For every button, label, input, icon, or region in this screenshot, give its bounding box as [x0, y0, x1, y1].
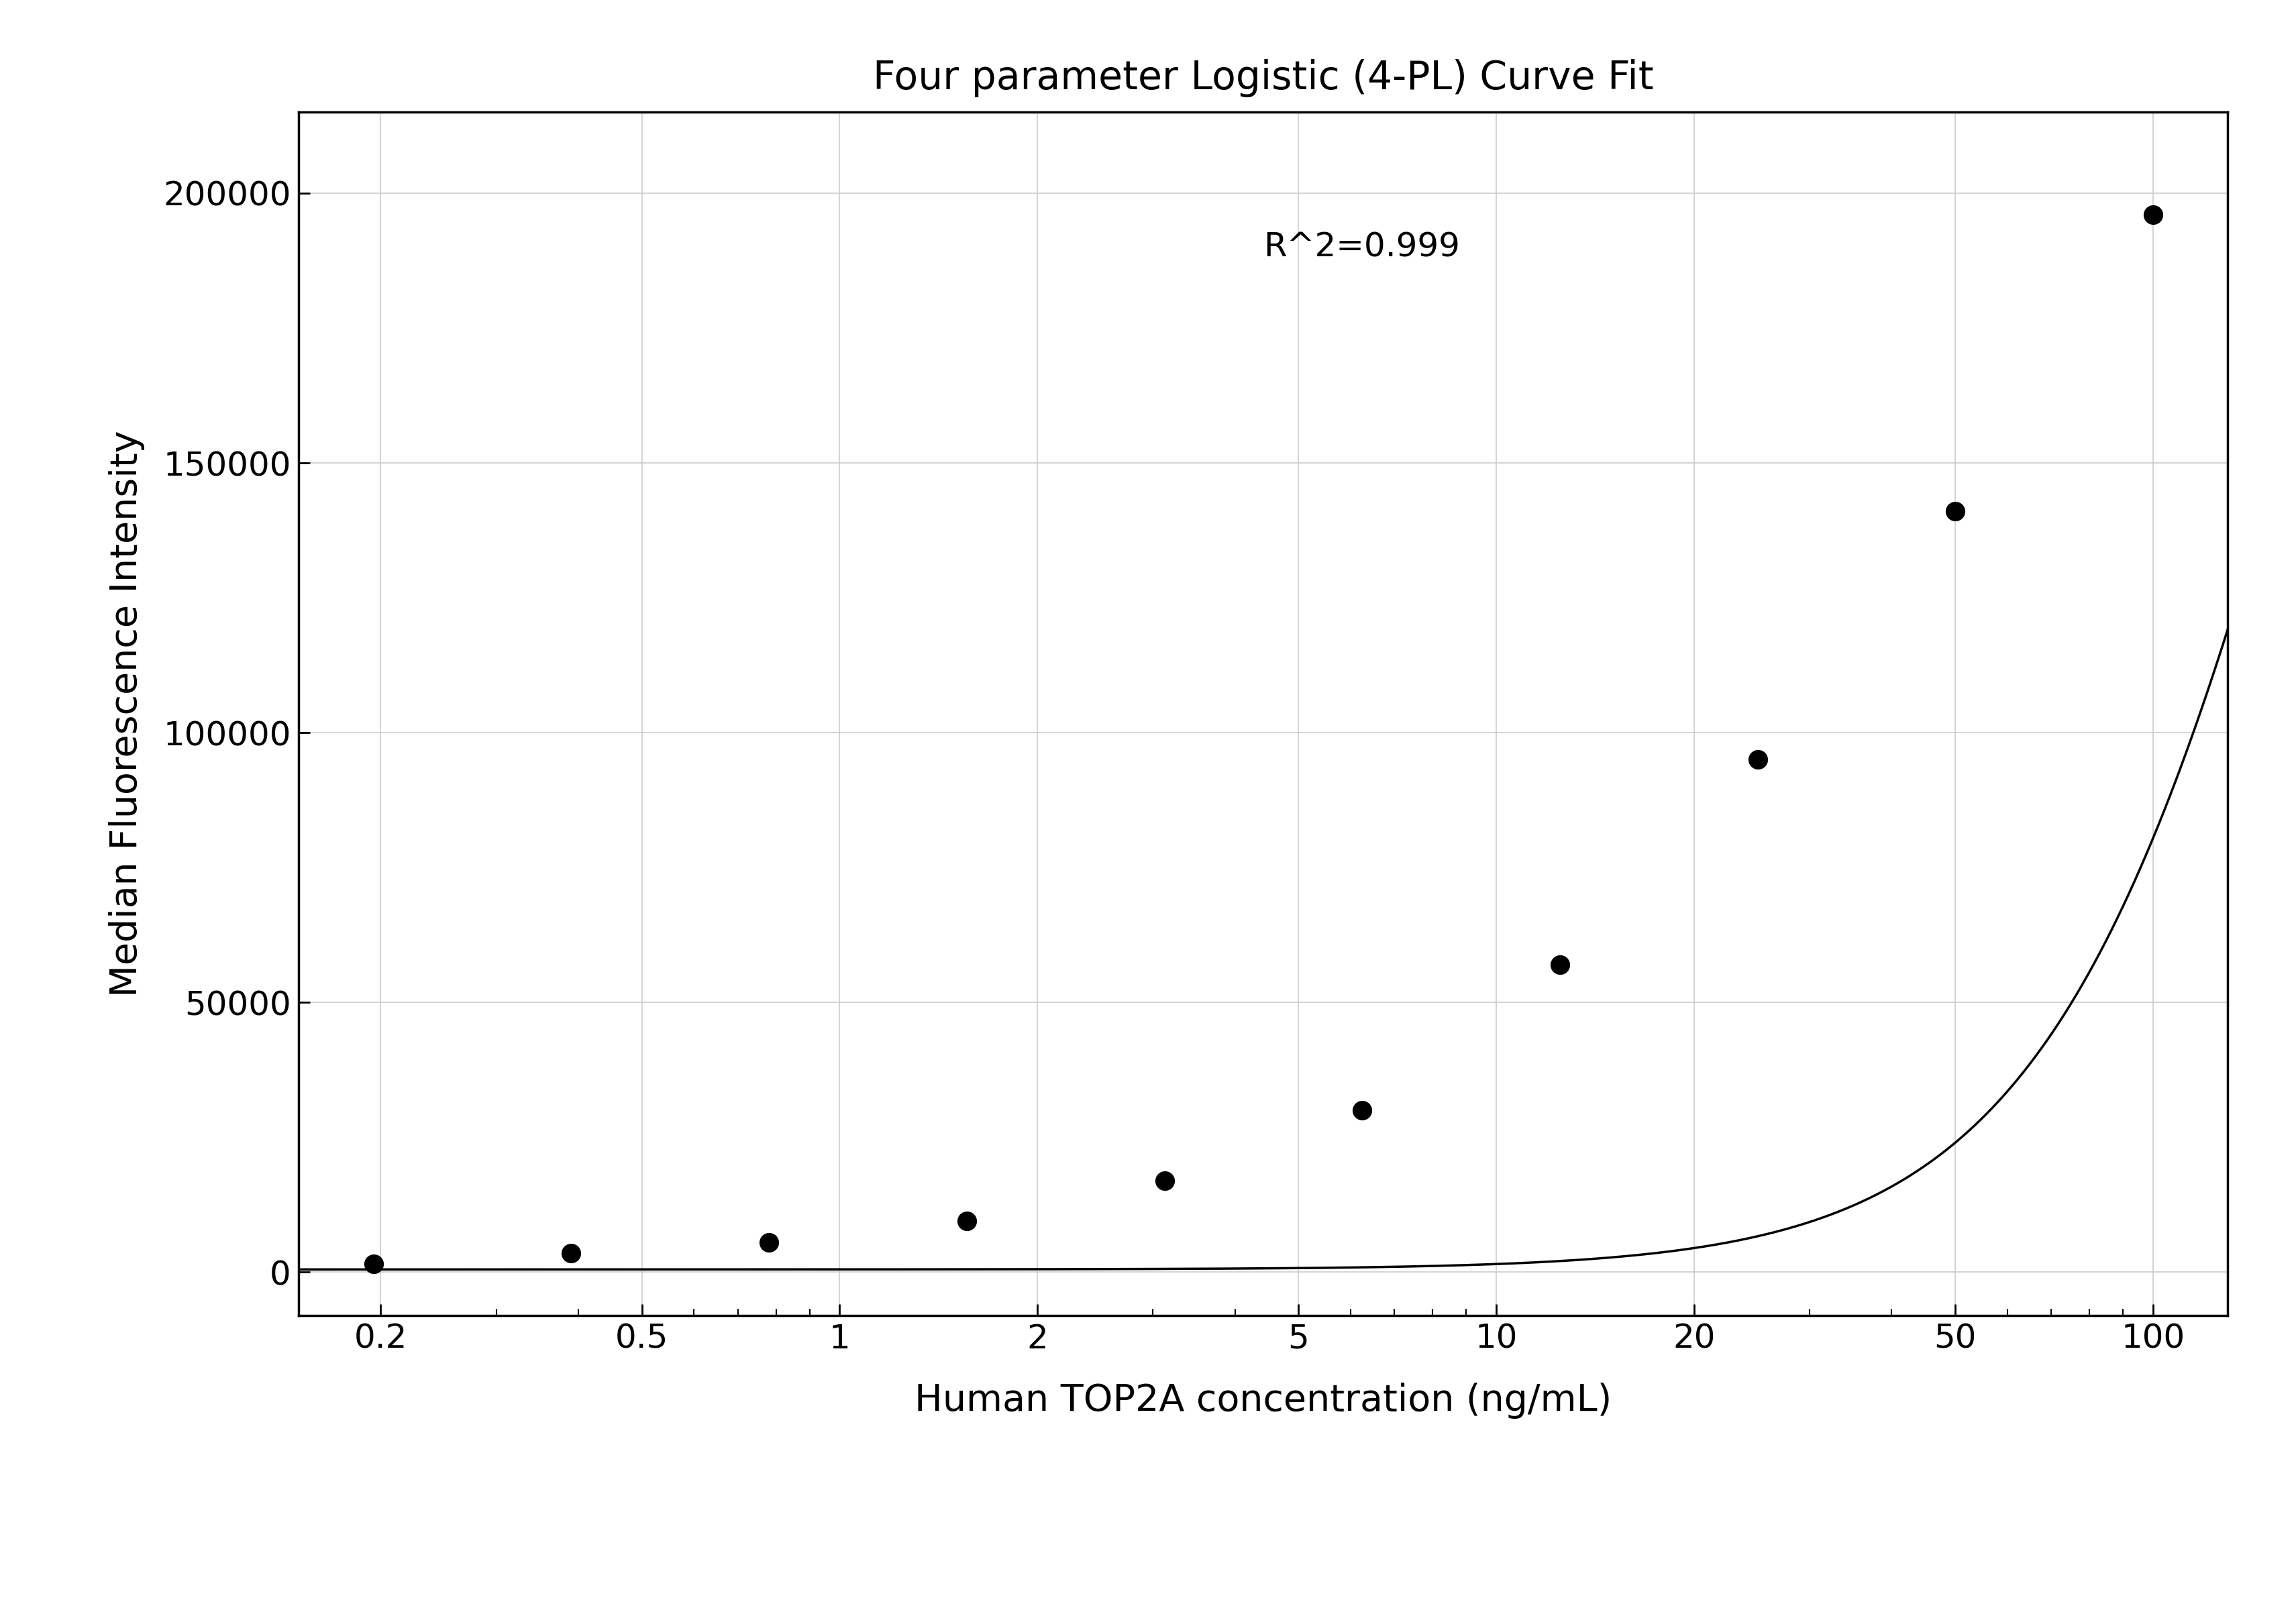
Point	[1343, 1097, 1380, 1123]
Point	[2133, 202, 2170, 228]
Title: Four parameter Logistic (4-PL) Curve Fit: Four parameter Logistic (4-PL) Curve Fit	[872, 59, 1653, 96]
Point	[356, 1251, 393, 1277]
Point	[1541, 951, 1577, 977]
Point	[751, 1230, 788, 1256]
Y-axis label: Median Fluorescence Intensity: Median Fluorescence Intensity	[108, 430, 145, 998]
Point	[1738, 747, 1775, 773]
Point	[1936, 499, 1972, 525]
Text: R^2=0.999: R^2=0.999	[1263, 231, 1460, 263]
Point	[948, 1208, 985, 1233]
X-axis label: Human TOP2A concentration (ng/mL): Human TOP2A concentration (ng/mL)	[914, 1383, 1612, 1420]
Point	[1146, 1168, 1182, 1193]
Point	[553, 1240, 590, 1266]
